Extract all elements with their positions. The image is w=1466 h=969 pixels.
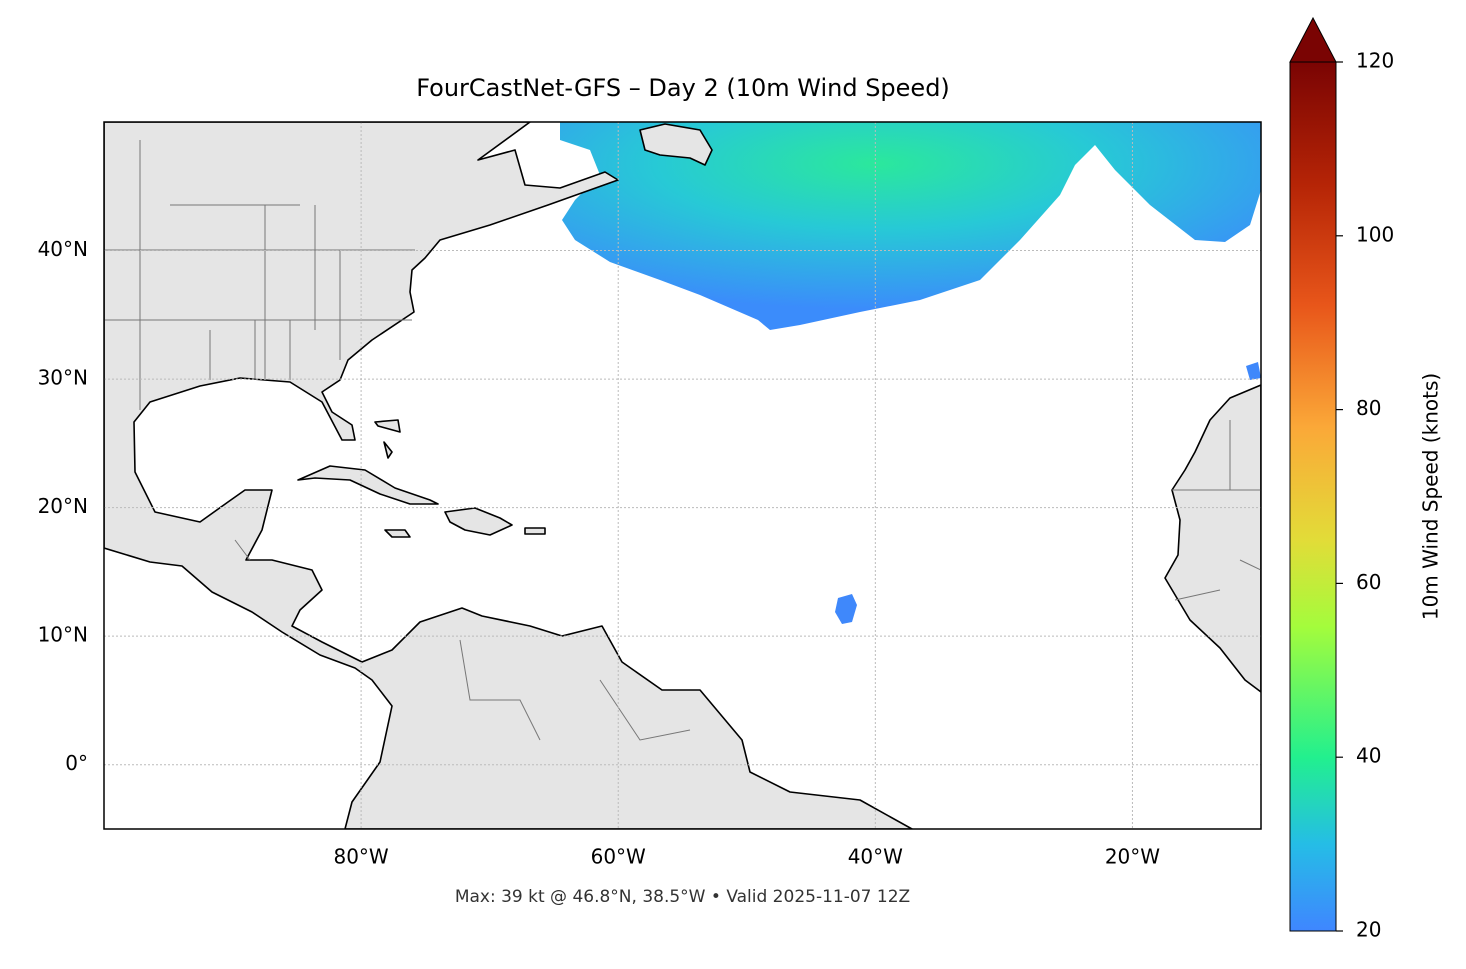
annotation: Max: 39 kt @ 46.8°N, 38.5°W • Valid 2025…	[455, 887, 910, 907]
x-tick-label: 40°W	[848, 845, 903, 869]
map-layer	[104, 122, 1261, 829]
colorbar	[1289, 61, 1337, 932]
x-tick-label: 80°W	[333, 845, 388, 869]
y-tick-label: 20°N	[38, 494, 88, 518]
land-bahamas	[374, 419, 401, 459]
y-tick-label: 40°N	[38, 237, 88, 261]
wind-field	[560, 122, 1261, 330]
land-africa	[1164, 384, 1261, 693]
chart-title: FourCastNet-GFS – Day 2 (10m Wind Speed)	[416, 74, 950, 102]
colorbar-tick-label: 120	[1356, 49, 1394, 73]
colorbar-tick-label: 20	[1356, 918, 1381, 942]
colorbar-tick-label: 100	[1356, 222, 1394, 246]
y-tick-label: 10°N	[38, 623, 88, 647]
x-tick-label: 20°W	[1105, 845, 1160, 869]
map-frame	[103, 121, 1262, 830]
borders	[104, 140, 1261, 741]
colorbar-tick-label: 80	[1356, 396, 1381, 420]
wind-field	[1246, 362, 1261, 380]
colorbar-extend	[1289, 16, 1337, 63]
land-cuba	[297, 465, 439, 505]
y-tick-label: 30°N	[38, 366, 88, 390]
colorbar-tick-label: 60	[1356, 570, 1381, 594]
x-tick-label: 60°W	[591, 845, 646, 869]
land-hispaniola	[444, 507, 513, 536]
colorbar-tick-label: 40	[1356, 744, 1381, 768]
y-tick-label: 0°	[65, 751, 88, 775]
wind-field	[835, 594, 857, 624]
land-puerto-rico	[524, 527, 546, 535]
land-americas	[104, 122, 913, 829]
land-newfoundland	[639, 123, 713, 166]
land-jamaica	[384, 529, 411, 538]
colorbar-label: 10m Wind Speed (knots)	[1419, 373, 1443, 620]
